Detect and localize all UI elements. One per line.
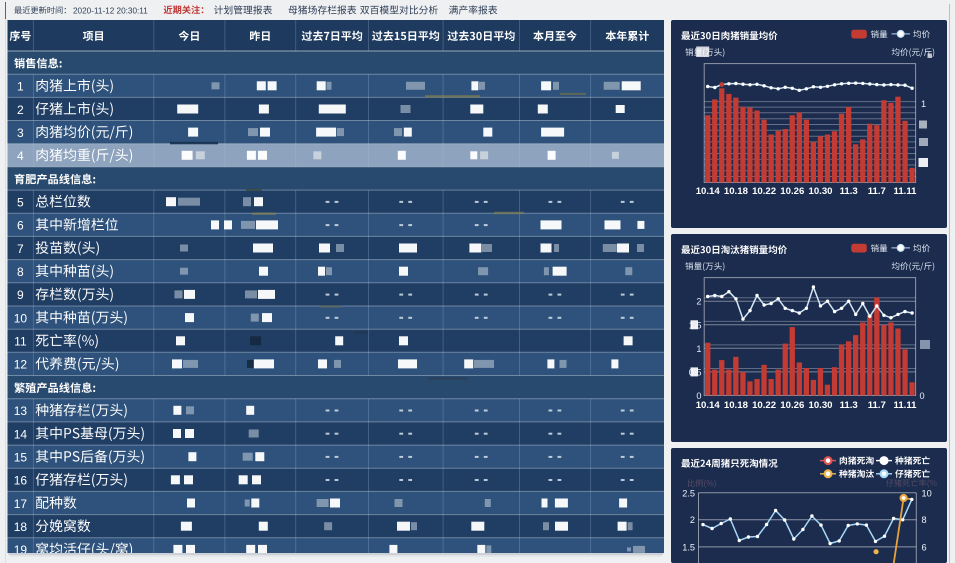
svg-text:5: 5	[17, 196, 24, 210]
svg-text:7: 7	[17, 242, 24, 256]
svg-text:15: 15	[14, 451, 28, 465]
svg-text:10.18: 10.18	[724, 186, 749, 197]
svg-text:11.3: 11.3	[840, 186, 858, 197]
svg-text:11.3: 11.3	[840, 400, 858, 411]
svg-text:12: 12	[14, 358, 28, 372]
svg-text:9: 9	[17, 288, 24, 302]
svg-text:13: 13	[14, 404, 28, 418]
svg-text:1: 1	[696, 344, 701, 354]
svg-text:11.11: 11.11	[894, 186, 918, 197]
svg-text:8: 8	[17, 265, 24, 279]
svg-text:11.7: 11.7	[868, 186, 886, 197]
svg-text:0: 0	[920, 391, 925, 401]
svg-text:1.5: 1.5	[682, 542, 695, 552]
svg-text:2.5: 2.5	[682, 488, 695, 498]
svg-text:18: 18	[14, 520, 28, 534]
svg-text:10.26: 10.26	[780, 400, 804, 411]
svg-text:3: 3	[17, 126, 24, 140]
svg-text:2: 2	[17, 103, 24, 117]
svg-text:10: 10	[14, 311, 28, 325]
svg-text:1: 1	[17, 80, 24, 94]
svg-text:11: 11	[14, 335, 27, 349]
svg-text:10.14: 10.14	[696, 186, 721, 197]
svg-text:14: 14	[14, 427, 28, 441]
svg-text:17: 17	[14, 497, 28, 511]
svg-text:10.22: 10.22	[752, 400, 776, 411]
svg-text:8: 8	[922, 515, 927, 525]
svg-text:10.22: 10.22	[752, 186, 776, 197]
svg-text:6: 6	[922, 542, 927, 552]
svg-text:10.18: 10.18	[724, 400, 749, 411]
svg-text:2: 2	[690, 515, 695, 525]
svg-text:10.14: 10.14	[696, 400, 721, 411]
svg-text:10.30: 10.30	[808, 400, 832, 411]
svg-text:1: 1	[921, 99, 926, 109]
svg-text:16: 16	[14, 474, 28, 488]
svg-text:4: 4	[17, 149, 24, 163]
svg-text:0: 0	[696, 391, 701, 401]
svg-text:11.7: 11.7	[868, 400, 886, 411]
svg-text:10: 10	[922, 488, 932, 498]
svg-text:19: 19	[14, 543, 28, 557]
svg-text:6: 6	[17, 219, 24, 233]
svg-text:10.30: 10.30	[808, 186, 832, 197]
svg-text:10.26: 10.26	[780, 186, 804, 197]
svg-text:11.11: 11.11	[894, 400, 918, 411]
svg-text:2: 2	[696, 297, 701, 307]
svg-text:2020-11-12 20:30:11: 2020-11-12 20:30:11	[73, 6, 148, 15]
